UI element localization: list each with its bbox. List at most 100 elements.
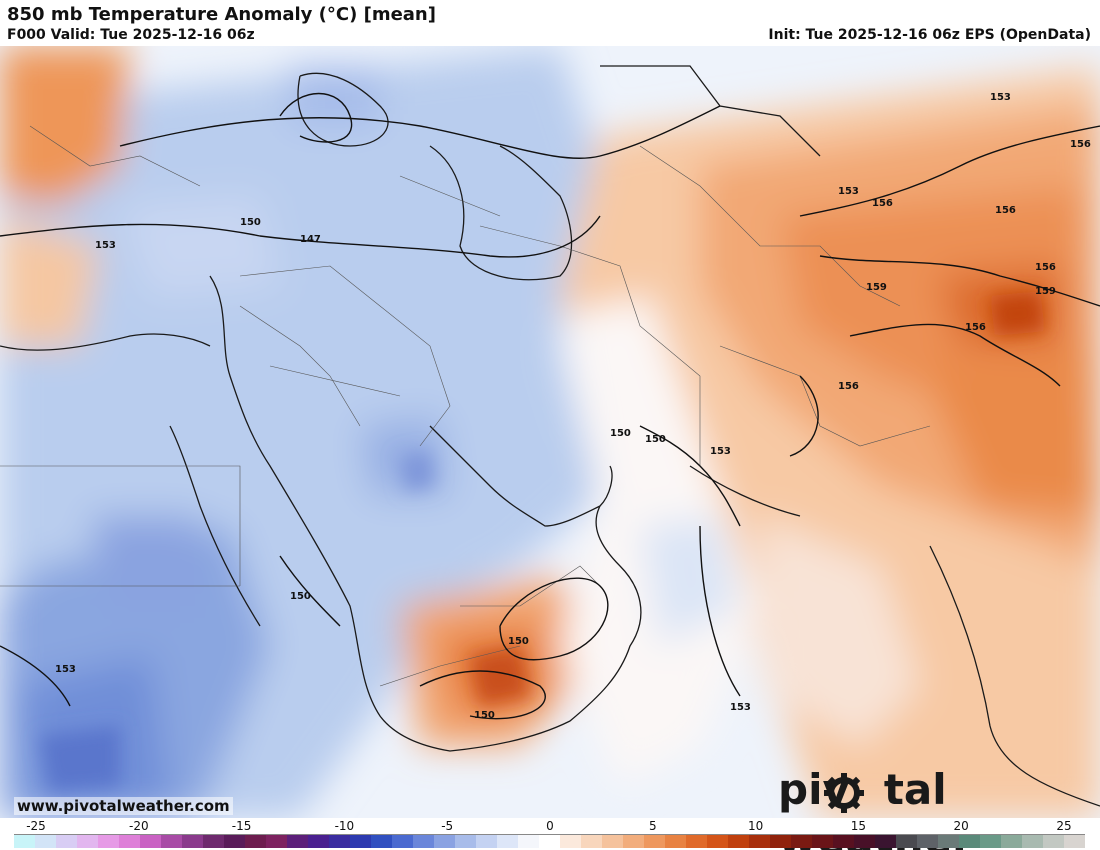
colorbar-tick-label: -25: [26, 819, 46, 833]
colorbar-tick-label: 5: [648, 819, 657, 833]
colorbar-tick-label: 25: [1056, 819, 1072, 833]
contour-label: 156: [965, 322, 986, 333]
map-title: 850 mb Temperature Anomaly (°C) [mean]: [7, 4, 436, 25]
colorbar-swatch: [497, 835, 518, 848]
colorbar-swatch: [476, 835, 497, 848]
contour-label: 159: [866, 282, 887, 293]
colorbar-swatch: [1064, 835, 1085, 848]
colorbar-tick-label: 15: [850, 819, 867, 833]
header: 850 mb Temperature Anomaly (°C) [mean] F…: [0, 0, 1100, 46]
gear-icon: [824, 773, 864, 813]
colorbar-swatch: [14, 835, 35, 848]
colorbar-swatch: [539, 835, 560, 848]
contour-label: 147: [300, 234, 321, 245]
colorbar-swatch: [56, 835, 77, 848]
colorbar-swatch: [371, 835, 392, 848]
colorbar-swatch: [980, 835, 1001, 848]
colorbar-swatch: [1043, 835, 1064, 848]
colorbar-swatch: [623, 835, 644, 848]
colorbar-tick-label: -10: [334, 819, 355, 833]
colorbar-swatch: [791, 835, 812, 848]
colorbar-swatch: [896, 835, 917, 848]
colorbar-swatch: [350, 835, 371, 848]
colorbar-swatch: [329, 835, 350, 848]
contour-label: 150: [474, 710, 495, 721]
contour-label: 150: [610, 428, 631, 439]
colorbar-swatch: [245, 835, 266, 848]
colorbar-swatch: [665, 835, 686, 848]
colorbar-tick-label: -5: [441, 819, 454, 833]
contour-label: 153: [838, 186, 859, 197]
colorbar-swatch: [434, 835, 455, 848]
colorbar-swatch: [182, 835, 203, 848]
country-borders: [0, 125, 931, 687]
map-canvas: 153 150 147 150 153 150 150 150 150 153 …: [0, 46, 1100, 818]
colorbar-swatch: [77, 835, 98, 848]
colorbar-swatch: [875, 835, 896, 848]
colorbar-swatch: [224, 835, 245, 848]
colorbar-swatch: [308, 835, 329, 848]
colorbar-swatch: [161, 835, 182, 848]
contour-label: 156: [1035, 262, 1056, 273]
colorbar-swatch: [917, 835, 938, 848]
anomaly-shading: [0, 46, 1100, 818]
website-url: www.pivotalweather.com: [14, 797, 233, 815]
colorbar-swatch: [959, 835, 980, 848]
colorbar-tick-label: 10: [747, 819, 764, 833]
colorbar-swatch: [770, 835, 791, 848]
colorbar-swatch: [413, 835, 434, 848]
contour-label: 153: [730, 702, 751, 713]
colorbar-swatch: [392, 835, 413, 848]
colorbar-swatch: [749, 835, 770, 848]
contour-label: 156: [872, 198, 893, 209]
contour-label: 153: [55, 664, 76, 675]
colorbar-swatch: [644, 835, 665, 848]
colorbar-swatch: [287, 835, 308, 848]
contour-label: 153: [990, 92, 1011, 103]
anomaly-map: 153 150 147 150 153 150 150 150 150 153 …: [0, 46, 1100, 818]
contour-label: 156: [838, 381, 859, 392]
contour-label: 159: [1035, 286, 1056, 297]
colorbar-swatch: [455, 835, 476, 848]
height-contours: [0, 92, 1100, 720]
colorbar-swatch: [707, 835, 728, 848]
colorbar-swatch: [203, 835, 224, 848]
colorbar-swatch: [812, 835, 833, 848]
colorbar-swatch: [560, 835, 581, 848]
colorbar-swatch: [518, 835, 539, 848]
colorbar: [14, 834, 1085, 849]
colorbar-swatch: [833, 835, 854, 848]
valid-time: F000 Valid: Tue 2025-12-16 06z: [7, 27, 255, 43]
colorbar-swatch: [140, 835, 161, 848]
colorbar-tick-label: 20: [953, 819, 969, 833]
contour-label: 156: [1070, 139, 1091, 150]
colorbar-swatch: [98, 835, 119, 848]
colorbar-swatch: [35, 835, 56, 848]
colorbar-tick-label: -15: [231, 819, 252, 833]
contour-label: 153: [95, 240, 116, 251]
colorbar-swatch: [1001, 835, 1022, 848]
colorbar-swatch: [938, 835, 959, 848]
brand-prefix: piv: [778, 765, 850, 814]
colorbar-swatch: [581, 835, 602, 848]
init-time: Init: Tue 2025-12-16 06z EPS (OpenData): [768, 27, 1091, 43]
colorbar-ticks: -25 -20 -15 -10 -5 0 5 10 15 20 25: [0, 818, 1100, 834]
contour-label: 150: [508, 636, 529, 647]
colorbar-swatch: [602, 835, 623, 848]
contour-label: 153: [710, 446, 731, 457]
colorbar-swatch: [686, 835, 707, 848]
colorbar-swatch: [1022, 835, 1043, 848]
colorbar-swatch: [854, 835, 875, 848]
contour-label: 150: [645, 434, 666, 445]
contour-labels: 153 150 147 150 153 150 150 150 150 153 …: [55, 92, 1091, 721]
colorbar-tick-label: -20: [128, 819, 149, 833]
coastlines: [0, 65, 1100, 807]
contour-label: 156: [995, 205, 1016, 216]
contour-label: 150: [290, 591, 311, 602]
colorbar-swatch: [728, 835, 749, 848]
contour-label: 150: [240, 217, 261, 228]
colorbar-tick-label: 0: [546, 819, 554, 833]
colorbar-swatch: [119, 835, 140, 848]
colorbar-swatch: [266, 835, 287, 848]
